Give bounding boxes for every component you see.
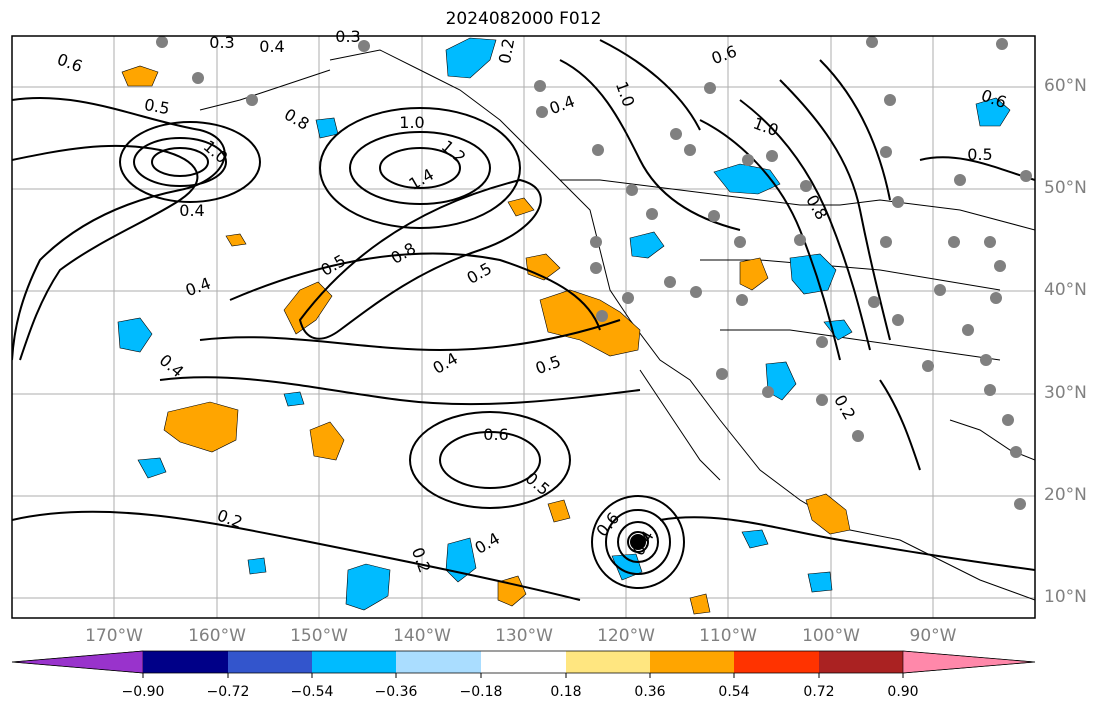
colorbar-segment bbox=[228, 651, 312, 673]
colorbar-tick-label: −0.18 bbox=[459, 684, 503, 700]
shaded-positive bbox=[121, 65, 851, 615]
lon-label-110w: 110°W bbox=[699, 626, 757, 646]
lon-label-120w: 120°W bbox=[597, 626, 655, 646]
lon-label-90w: 90°W bbox=[909, 626, 957, 646]
contour-label: 0.4 bbox=[259, 37, 284, 56]
graticule bbox=[12, 36, 1035, 618]
colorbar-tick-label: −0.90 bbox=[121, 684, 165, 700]
lon-label-130w: 130°W bbox=[495, 626, 553, 646]
contour-label: 0.5 bbox=[967, 145, 992, 164]
colorbar-segment bbox=[481, 651, 566, 673]
lon-label-170w: 170°W bbox=[85, 626, 143, 646]
colorbar-segment bbox=[143, 651, 228, 673]
lat-label-60n: 60°N bbox=[1044, 76, 1087, 96]
coastlines bbox=[199, 49, 1035, 601]
lon-label-160w: 160°W bbox=[188, 626, 246, 646]
colorbar-tick-label: 0.54 bbox=[718, 684, 750, 700]
colorbar-segment bbox=[566, 651, 650, 673]
colorbar-segment bbox=[819, 651, 903, 673]
map-frame bbox=[11, 35, 1036, 619]
contour-label: 0.3 bbox=[335, 27, 360, 46]
colorbar-extend-high bbox=[902, 650, 1036, 674]
lon-label-140w: 140°W bbox=[393, 626, 451, 646]
station-dots bbox=[156, 36, 1032, 510]
lat-label-40n: 40°N bbox=[1044, 280, 1087, 300]
colorbar-tick-label: 0.90 bbox=[887, 684, 919, 700]
lon-label-150w: 150°W bbox=[290, 626, 348, 646]
lat-label-10n: 10°N bbox=[1044, 587, 1087, 607]
colorbar-tick-label: −0.72 bbox=[206, 684, 250, 700]
colorbar-segment bbox=[734, 651, 819, 673]
colorbar-tick-label: 0.18 bbox=[550, 684, 582, 700]
colorbar-tick-label: 0.72 bbox=[803, 684, 835, 700]
contour-label: 0.3 bbox=[209, 33, 234, 52]
colorbar-segment bbox=[396, 651, 481, 673]
colorbar-tick-label: −0.54 bbox=[290, 684, 334, 700]
lat-label-20n: 20°N bbox=[1044, 485, 1087, 505]
storm-center bbox=[630, 534, 646, 550]
lat-label-50n: 50°N bbox=[1044, 178, 1087, 198]
contour-label: 1.0 bbox=[399, 113, 424, 132]
lat-label-30n: 30°N bbox=[1044, 383, 1087, 403]
contour-label: 0.4 bbox=[179, 201, 204, 220]
lon-label-100w: 100°W bbox=[802, 626, 860, 646]
colorbar-segment bbox=[312, 651, 396, 673]
colorbar-segment bbox=[650, 651, 734, 673]
colorbar-tick-label: −0.36 bbox=[374, 684, 418, 700]
contours bbox=[12, 39, 1035, 601]
contour-label: 0.5 bbox=[143, 95, 171, 118]
colorbar-tick-label: 0.36 bbox=[634, 684, 666, 700]
colorbar-extend-low bbox=[11, 650, 144, 674]
contour-label: 0.2 bbox=[495, 37, 518, 65]
contour-label: 0.6 bbox=[483, 425, 508, 444]
map-title: 2024082000 F012 bbox=[445, 9, 602, 29]
